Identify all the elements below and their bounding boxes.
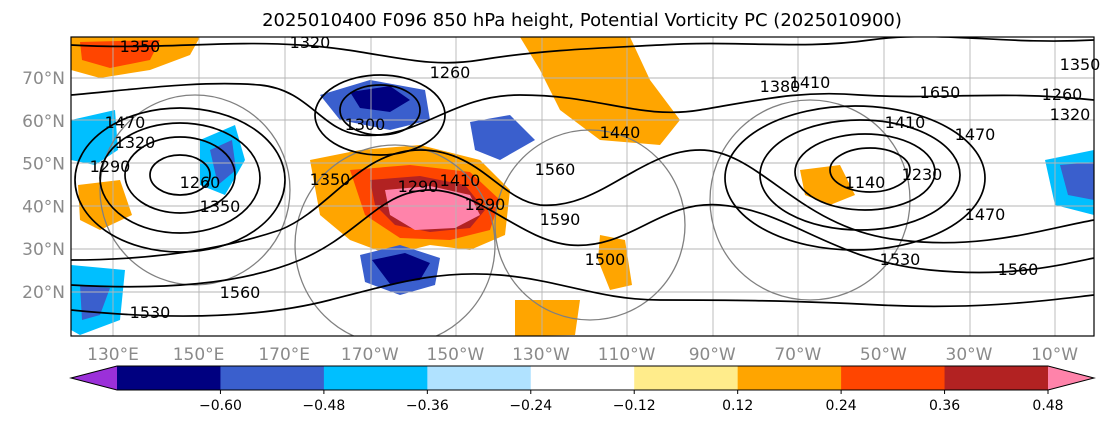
x-tick-label: 110°W xyxy=(598,345,656,365)
contour-label: 1380 xyxy=(760,77,801,96)
shade-east-atlantic-negative-core xyxy=(1060,162,1094,200)
x-tick-label: 10°W xyxy=(1031,345,1078,365)
colorbar-segment xyxy=(737,366,842,390)
colorbar: −0.60 −0.48 −0.36 −0.24 −0.12 0.12 0.24 0.36 0.4… xyxy=(69,365,1096,414)
x-tick-label: 170°W xyxy=(341,345,399,365)
shade-atlantic-orange xyxy=(800,165,855,205)
grey-circles xyxy=(99,94,911,336)
y-tick-label: 40°N xyxy=(22,197,65,217)
y-tick-label: 50°N xyxy=(22,155,65,175)
x-tick-label: 130°E xyxy=(87,345,139,365)
colorbar-segment xyxy=(841,366,946,390)
contour-label: 1560 xyxy=(998,260,1039,279)
shade-pacific-orange xyxy=(515,300,580,336)
colorbar-tick-label: 0.12 xyxy=(722,398,753,414)
colorbar-segment xyxy=(634,366,739,390)
gridlines xyxy=(71,37,1094,336)
contour-label: 1320 xyxy=(290,33,331,52)
contour-label: 1470 xyxy=(105,113,146,132)
contour-label: 1290 xyxy=(398,177,439,196)
chart-title: 2025010400 F096 850 hPa height, Potentia… xyxy=(262,10,902,31)
contour-label: 1410 xyxy=(790,73,831,92)
colorbar-segment xyxy=(427,366,532,390)
x-tick-label: 70°W xyxy=(774,345,821,365)
contour-label: 1290 xyxy=(90,157,131,176)
colorbar-segment xyxy=(530,366,635,390)
colorbar-tick-label: 0.24 xyxy=(826,398,857,414)
contour-label: 1560 xyxy=(535,160,576,179)
map-frame xyxy=(70,36,1095,337)
contour-label: 1440 xyxy=(600,123,641,142)
contour-label: 1530 xyxy=(880,250,921,269)
shade-japan-negative-core xyxy=(210,140,236,185)
contour-label: 1470 xyxy=(955,125,996,144)
map-area xyxy=(70,36,1095,337)
colorbar-segment xyxy=(220,366,325,390)
colorbar-tick-label: −0.60 xyxy=(199,398,242,414)
contour-label: 1300 xyxy=(345,115,386,134)
colorbar-segment xyxy=(323,366,428,390)
contour-label: 1650 xyxy=(920,83,961,102)
y-axis-ticks: 70°N 60°N 50°N 40°N 30°N 20°N xyxy=(22,69,65,303)
height-contours xyxy=(71,37,1094,317)
y-tick-label: 60°N xyxy=(22,112,65,132)
contour-label: 1410 xyxy=(885,113,926,132)
y-tick-label: 30°N xyxy=(22,240,65,260)
contour-label: 1260 xyxy=(430,63,471,82)
contour-label: 1590 xyxy=(540,210,581,229)
x-axis-ticks: 130°E 150°E 170°E 170°W 150°W 130°W 110°W 90°W 7… xyxy=(87,345,1078,365)
colorbar-segment xyxy=(117,366,221,390)
x-tick-label: 90°W xyxy=(689,345,736,365)
contour-label: 1290 xyxy=(465,195,506,214)
contour-label: 1350 xyxy=(1060,55,1101,74)
x-tick-label: 130°W xyxy=(512,345,570,365)
x-tick-label: 150°E xyxy=(173,345,225,365)
contour-label: 1260 xyxy=(1042,85,1083,104)
contour-labels: 1350 132012601470129013001380144014101470… xyxy=(90,33,1101,322)
contour-label: 1230 xyxy=(902,165,943,184)
contour-label: 1500 xyxy=(585,250,626,269)
colorbar-tick-label: −0.24 xyxy=(509,398,552,414)
colorbar-extend-max xyxy=(1048,366,1094,390)
y-tick-label: 70°N xyxy=(22,69,65,89)
colorbar-tick-label: −0.36 xyxy=(406,398,449,414)
colorbar-tick-label: 0.36 xyxy=(929,398,960,414)
x-tick-label: 50°W xyxy=(860,345,907,365)
x-tick-label: 170°E xyxy=(258,345,310,365)
colorbar-tick-label: 0.48 xyxy=(1032,398,1063,414)
colorbar-tick-label: −0.48 xyxy=(302,398,345,414)
colorbar-extend-min xyxy=(71,366,117,390)
shade-west-orange xyxy=(78,180,132,230)
contour-label: 1410 xyxy=(440,171,481,190)
shade-arctic-orange xyxy=(520,37,680,145)
contour-label: 1320 xyxy=(1050,105,1091,124)
colorbar-outline xyxy=(69,365,1096,391)
contour-label: 1530 xyxy=(130,303,171,322)
shade-aleutian-negative-core xyxy=(350,86,410,112)
shade-gulf-negative xyxy=(470,115,535,160)
contour-label: 1320 xyxy=(115,133,156,152)
contour-label: 1560 xyxy=(220,283,261,302)
colorbar-segment xyxy=(944,366,1049,390)
x-tick-label: 30°W xyxy=(946,345,993,365)
contour-label: 1140 xyxy=(845,173,886,192)
shade-subtropical-negative-core xyxy=(372,253,430,284)
contour-label: 1470 xyxy=(965,205,1006,224)
x-tick-label: 150°W xyxy=(427,345,485,365)
contour-label: 1350 xyxy=(200,197,241,216)
contour-label: 1350 xyxy=(310,170,351,189)
contour-label: 1260 xyxy=(180,173,221,192)
contour-label: 1350 xyxy=(120,37,161,56)
colorbar-tick-label: −0.12 xyxy=(613,398,656,414)
y-tick-label: 20°N xyxy=(22,283,65,303)
